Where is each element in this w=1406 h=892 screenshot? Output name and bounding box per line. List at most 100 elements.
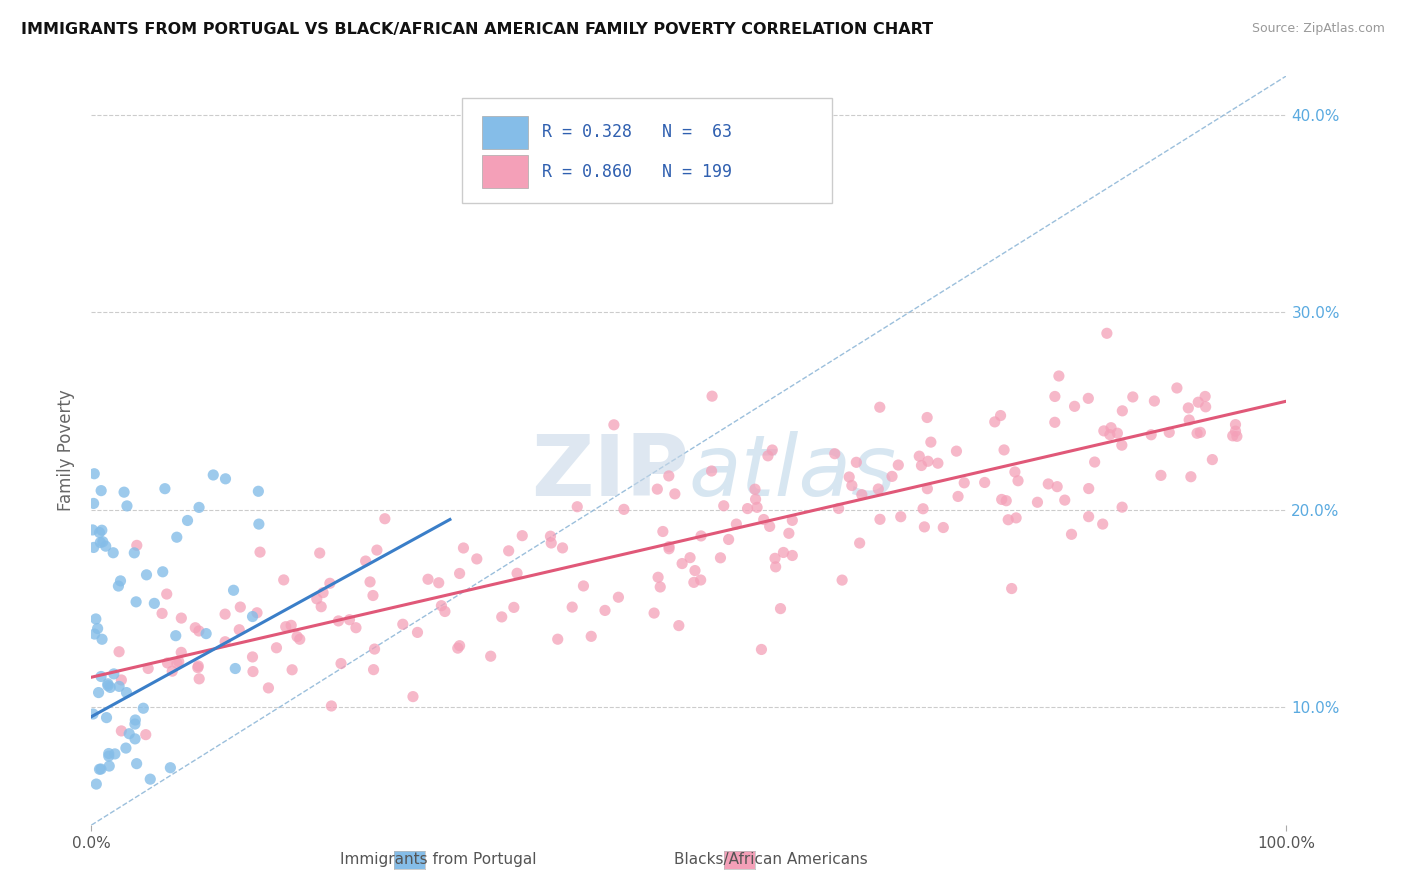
Point xyxy=(430,599,453,613)
Point xyxy=(869,401,891,415)
Point xyxy=(1195,400,1218,414)
Point xyxy=(664,487,686,501)
Text: R = 0.860   N = 199: R = 0.860 N = 199 xyxy=(541,162,733,181)
Point xyxy=(540,529,562,543)
Point xyxy=(510,529,533,543)
Point xyxy=(650,580,672,594)
Point xyxy=(1180,469,1202,483)
Point xyxy=(1063,400,1085,414)
Point xyxy=(321,698,343,713)
Point xyxy=(266,640,288,655)
Point xyxy=(984,415,1007,429)
Point xyxy=(709,550,731,565)
Point xyxy=(402,690,425,704)
Point xyxy=(1092,424,1115,438)
Point xyxy=(551,541,574,555)
Point xyxy=(427,575,450,590)
Point xyxy=(769,601,792,615)
Point xyxy=(112,485,135,500)
Point xyxy=(1122,390,1144,404)
Point xyxy=(124,717,146,731)
Point xyxy=(751,642,773,657)
Point xyxy=(247,517,270,532)
Point xyxy=(1150,468,1173,483)
Point xyxy=(683,564,706,578)
Point xyxy=(224,661,246,675)
Point xyxy=(1043,415,1066,429)
Point xyxy=(1046,480,1069,494)
Point xyxy=(1107,426,1129,441)
Point xyxy=(647,482,669,496)
Point xyxy=(285,630,308,644)
Point xyxy=(868,482,890,496)
Text: atlas: atlas xyxy=(689,432,897,515)
Point xyxy=(1026,495,1049,509)
Point xyxy=(167,655,190,669)
Point xyxy=(195,626,218,640)
Point xyxy=(1143,394,1166,409)
Point xyxy=(115,499,138,513)
Point xyxy=(103,666,125,681)
Text: Source: ZipAtlas.com: Source: ZipAtlas.com xyxy=(1251,22,1385,36)
Point xyxy=(214,634,236,648)
Point xyxy=(643,606,665,620)
Text: Blacks/African Americans: Blacks/African Americans xyxy=(673,853,868,867)
Point xyxy=(841,478,863,492)
Point xyxy=(170,645,193,659)
Point xyxy=(433,605,456,619)
Point xyxy=(110,574,132,588)
Point xyxy=(124,731,146,746)
Point xyxy=(1077,482,1099,496)
Point xyxy=(725,517,748,532)
Point xyxy=(363,642,385,657)
Point xyxy=(737,501,759,516)
Point xyxy=(391,617,413,632)
Point xyxy=(910,458,932,473)
Point xyxy=(115,685,138,699)
Point xyxy=(1201,452,1223,467)
Point xyxy=(406,625,429,640)
Point xyxy=(344,621,367,635)
Point xyxy=(1095,326,1118,341)
Point xyxy=(995,493,1018,508)
Point xyxy=(110,723,132,738)
Point xyxy=(83,496,105,510)
Point xyxy=(222,583,245,598)
Point xyxy=(1001,582,1024,596)
Point xyxy=(110,673,132,687)
Point xyxy=(447,641,470,656)
Point xyxy=(761,442,783,457)
Point xyxy=(159,761,181,775)
Point xyxy=(90,523,112,537)
Point xyxy=(214,607,236,621)
Point xyxy=(603,417,626,432)
Point xyxy=(782,549,804,563)
Point xyxy=(97,677,120,691)
Point xyxy=(188,672,211,686)
Point xyxy=(170,611,193,625)
Point xyxy=(94,539,117,553)
Point xyxy=(108,645,131,659)
Point xyxy=(973,475,995,490)
Point xyxy=(187,660,209,674)
Point xyxy=(103,546,125,560)
Point xyxy=(782,513,804,527)
Point xyxy=(246,606,269,620)
Point xyxy=(540,536,562,550)
Point xyxy=(717,533,740,547)
Point xyxy=(107,579,129,593)
Point xyxy=(1053,493,1076,508)
Point xyxy=(953,475,976,490)
Point xyxy=(920,435,942,450)
Point xyxy=(838,470,860,484)
Point xyxy=(188,500,211,515)
Point xyxy=(993,442,1015,457)
Point xyxy=(668,618,690,632)
Point xyxy=(772,545,794,559)
Point xyxy=(869,512,891,526)
Point xyxy=(647,570,669,584)
Point xyxy=(1140,427,1163,442)
Point xyxy=(651,524,673,539)
Point xyxy=(118,727,141,741)
Point xyxy=(1047,369,1070,384)
